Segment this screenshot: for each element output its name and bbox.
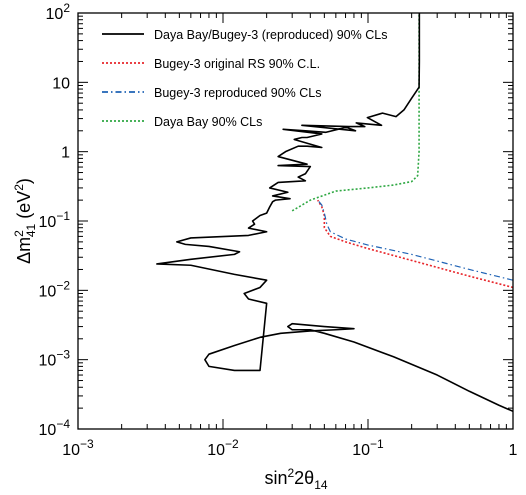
y-tick-label: 10 — [52, 75, 70, 92]
x-tick-label: 10−2 — [207, 437, 239, 459]
x-tick-label: 1 — [509, 442, 518, 459]
data-series — [156, 13, 514, 413]
legend-label-1: Bugey-3 original RS 90% C.L. — [154, 57, 320, 71]
series-line-3 — [291, 13, 420, 212]
axis-ticks — [77, 12, 514, 430]
x-tick-label: 10−1 — [352, 437, 384, 459]
y-tick-label: 10−2 — [39, 278, 71, 300]
x-tick-label: 10−3 — [62, 437, 94, 459]
y-tick-label: 10−4 — [39, 417, 71, 439]
series-line-1 — [317, 199, 514, 289]
legend-label-2: Bugey-3 reproduced 90% CLs — [154, 86, 321, 100]
series-line-2 — [317, 199, 514, 281]
legend: Daya Bay/Bugey-3 (reproduced) 90% CLs Bug… — [102, 28, 387, 129]
series-line-0 — [156, 13, 514, 413]
y-tick-label: 1 — [61, 145, 70, 162]
legend-label-0: Daya Bay/Bugey-3 (reproduced) 90% CLs — [154, 28, 387, 42]
y-tick-label: 102 — [46, 1, 71, 23]
y-tick-label: 10−1 — [39, 209, 71, 231]
y-axis-title: Δm241 (eV2) — [12, 178, 38, 264]
y-tick-label: 10−3 — [39, 348, 71, 370]
plot-frame — [77, 12, 514, 430]
legend-label-3: Daya Bay 90% CLs — [154, 115, 262, 129]
